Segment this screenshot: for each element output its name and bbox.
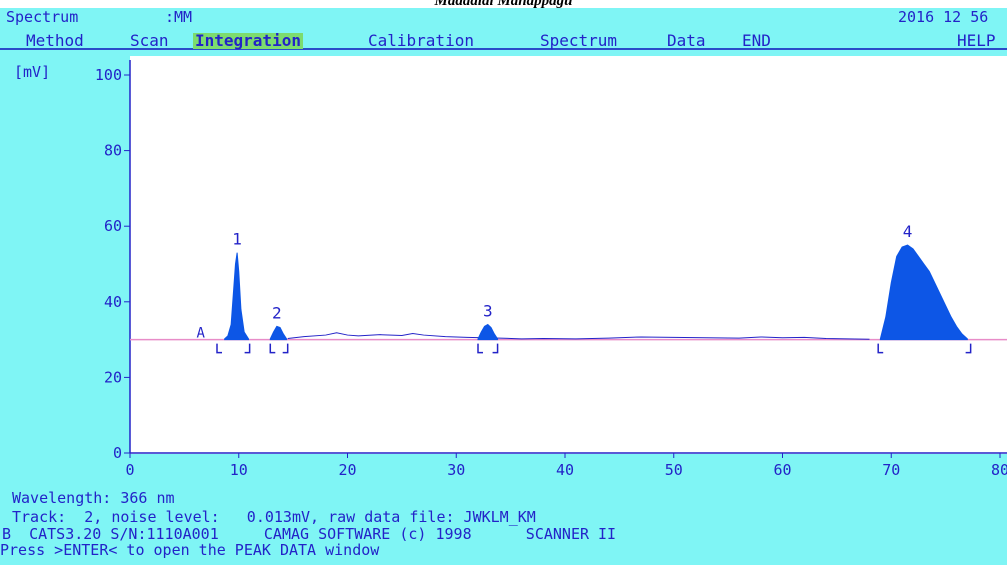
wavelength-readout: Wavelength: 366 nm: [12, 489, 175, 507]
peak-2-area: [269, 325, 288, 341]
menu-integration[interactable]: Integration: [193, 31, 303, 50]
peak-4-label: 4: [903, 222, 913, 241]
peak-3-label: 3: [483, 301, 493, 320]
x-tick-label: 0: [125, 461, 134, 476]
x-tick-label: 50: [665, 461, 683, 476]
plot-background: [130, 56, 1007, 454]
y-tick-label: 80: [104, 142, 122, 160]
start-marker: A: [196, 326, 205, 342]
x-tick-label: 80: [991, 461, 1007, 476]
menu-scan[interactable]: Scan: [130, 31, 169, 50]
help-button[interactable]: HELP: [957, 31, 996, 50]
y-tick-label: 0: [113, 444, 122, 462]
track-info: Track: 2, noise level: 0.013mV, raw data…: [12, 508, 536, 526]
peak-1-start-bracket: [216, 343, 222, 354]
peak-4-area: [879, 244, 968, 341]
x-tick-label: 60: [773, 461, 791, 476]
peak-2-end-bracket: [282, 343, 289, 354]
title-bar: Spectrum :MM 2016 12 56 Method Scan Inte…: [0, 8, 1007, 50]
status-prompt: Press >ENTER< to open the PEAK DATA wind…: [0, 541, 380, 559]
y-tick-label: 20: [104, 368, 122, 386]
x-tick-label: 40: [556, 461, 574, 476]
peak-1-end-bracket: [244, 343, 251, 354]
date-readout: 2016 12 56: [898, 8, 989, 26]
module-name: Spectrum: [6, 8, 79, 26]
peak-1-label: 1: [232, 230, 242, 249]
menu-method[interactable]: Method: [26, 31, 84, 50]
peak-4-start-bracket: [877, 343, 884, 354]
menu-end[interactable]: END: [742, 31, 771, 50]
y-axis-unit: [mV]: [14, 63, 50, 81]
figure-caption: Maadalai Manappagu: [434, 0, 573, 8]
version-info: B CATS3.20 S/N:1110A001 CAMAG SOFTWARE (…: [2, 525, 617, 543]
status-area: Wavelength: 366 nm Track: 2, noise level…: [0, 476, 1007, 565]
x-tick-label: 70: [882, 461, 900, 476]
peak-2-label: 2: [272, 303, 282, 322]
y-tick-label: 100: [95, 66, 122, 84]
x-tick-label: 30: [447, 461, 465, 476]
method-code: :MM: [165, 8, 193, 26]
peak-3-end-bracket: [492, 343, 499, 354]
y-tick-label: 40: [104, 293, 122, 311]
peak-4-end-bracket: [965, 343, 972, 354]
menu-calibration[interactable]: Calibration: [368, 31, 474, 50]
y-tick-label: 60: [104, 217, 122, 235]
x-tick-label: 20: [338, 461, 356, 476]
peak-3-start-bracket: [477, 343, 483, 354]
noise-trace: [287, 332, 870, 340]
menu-spectrum[interactable]: Spectrum: [540, 31, 618, 50]
peak-1-area: [224, 252, 250, 341]
menu-data[interactable]: Data: [667, 31, 706, 50]
x-tick-label: 10: [230, 461, 248, 476]
peak-3-area: [477, 323, 499, 341]
peak-2-start-bracket: [269, 343, 276, 354]
